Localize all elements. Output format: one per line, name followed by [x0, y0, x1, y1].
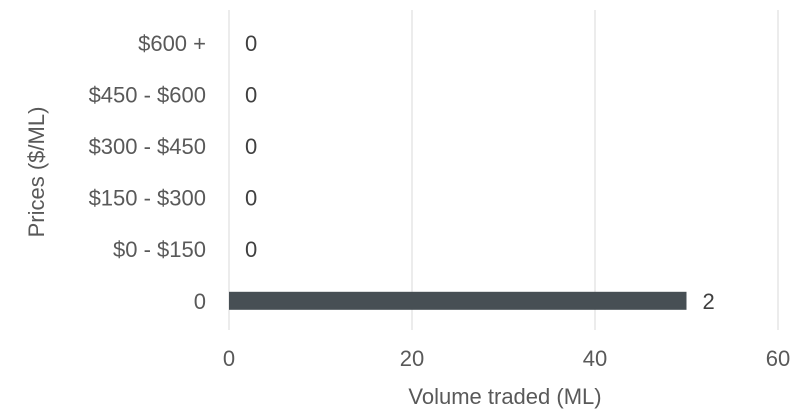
y-tick-label: $600 + — [138, 31, 206, 56]
x-axis-title: Volume traded (ML) — [408, 384, 601, 409]
y-tick-label: $450 - $600 — [89, 82, 206, 107]
y-tick-label: $0 - $150 — [113, 237, 206, 262]
y-tick-label: $300 - $450 — [89, 134, 206, 159]
x-tick-label: 20 — [400, 346, 424, 371]
data-label: 0 — [245, 237, 257, 262]
x-tick-labels: 0 20 40 60 — [223, 346, 790, 371]
bars — [229, 291, 687, 310]
data-label: 0 — [245, 186, 257, 211]
data-label: 0 — [245, 134, 257, 159]
y-axis-title: Prices ($/ML) — [24, 107, 49, 238]
y-tick-label: $150 - $300 — [89, 186, 206, 211]
data-labels: 0 0 0 0 0 2 — [245, 31, 715, 314]
y-tick-labels: $600 + $450 - $600 $300 - $450 $150 - $300 $… — [89, 31, 206, 314]
y-tick-label: 0 — [194, 289, 206, 314]
gridlines — [228, 10, 779, 330]
x-tick-label: 60 — [766, 346, 790, 371]
bar — [229, 291, 687, 310]
x-tick-label: 40 — [583, 346, 607, 371]
data-label: 0 — [245, 82, 257, 107]
data-label: 0 — [245, 31, 257, 56]
x-tick-label: 0 — [223, 346, 235, 371]
data-label: 2 — [703, 289, 715, 314]
